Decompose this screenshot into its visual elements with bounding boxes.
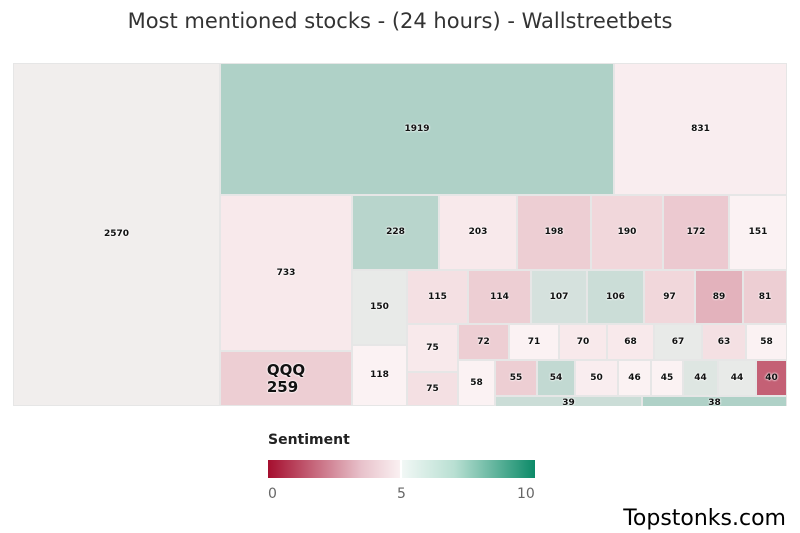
tile-label: 75 [426, 383, 439, 394]
tile-label: 115 [428, 291, 447, 302]
treemap-tile: QQQ 259 [220, 351, 352, 406]
sentiment-legend: Sentiment 0 5 10 [268, 432, 538, 512]
treemap-tile: 203 [439, 195, 517, 270]
treemap-tile: 190 [591, 195, 663, 270]
tile-label: 150 [370, 302, 389, 313]
treemap-tile: 97 [644, 270, 695, 324]
treemap-tile: 46 [618, 360, 651, 396]
tile-label: 38 [708, 398, 721, 406]
treemap-tile: 2570 [13, 63, 220, 406]
treemap-tile: 172 [663, 195, 729, 270]
tile-label: 75 [426, 342, 439, 353]
treemap-tile: 70 [559, 324, 607, 360]
treemap-tile: 107 [531, 270, 587, 324]
tile-label: 118 [370, 370, 389, 381]
tile-label: 228 [386, 227, 405, 238]
treemap-tile: 50 [575, 360, 618, 396]
treemap-tile: 44 [683, 360, 718, 396]
tile-label: 1919 [404, 123, 430, 134]
treemap-tile: 40 [756, 360, 787, 396]
treemap-tile: 118 [352, 345, 407, 406]
treemap-tile: 150 [352, 270, 407, 345]
treemap-tile: 68 [607, 324, 654, 360]
tile-label: 203 [468, 227, 488, 238]
tile-label: 58 [760, 336, 773, 347]
treemap-tile: 58 [458, 360, 495, 406]
tile-label: 97 [663, 291, 676, 302]
tile-label: 44 [730, 372, 744, 383]
treemap-tile: 45 [651, 360, 683, 396]
treemap-tile: 198 [517, 195, 591, 270]
treemap-tile: 151 [729, 195, 787, 270]
legend-title: Sentiment [268, 432, 350, 448]
treemap-tile: 54 [537, 360, 575, 396]
tile-label: QQQ 259 [266, 361, 306, 396]
tile-label: 67 [671, 336, 685, 347]
topstonks-watermark: Topstonks.com [623, 506, 786, 531]
treemap-tile: 106 [587, 270, 644, 324]
tile-label: 40 [765, 372, 778, 383]
treemap-tile: 1919 [220, 63, 614, 195]
treemap-tile: 63 [702, 324, 746, 360]
tile-label: 46 [628, 372, 641, 383]
treemap-tile: 72 [458, 324, 509, 360]
tile-label: 58 [470, 377, 483, 388]
tile-label: 81 [758, 291, 772, 302]
treemap-tile: 75 [407, 324, 458, 372]
legend-tick-mid: 5 [397, 486, 406, 502]
tile-label: 72 [477, 336, 490, 347]
tile-label: 50 [590, 372, 603, 383]
treemap-tile: 71 [509, 324, 559, 360]
legend-tick-max: 10 [517, 486, 535, 502]
treemap-tile: 89 [695, 270, 743, 324]
tile-label: 54 [549, 372, 563, 383]
tile-label: 68 [624, 336, 637, 347]
treemap-tile: 75 [407, 372, 458, 406]
treemap-tile: 831 [614, 63, 787, 195]
treemap-tile: 228 [352, 195, 439, 270]
treemap-tile: 38 [642, 396, 787, 406]
tile-label: 70 [576, 336, 590, 347]
tile-label: 45 [660, 372, 674, 383]
tile-label: 831 [691, 123, 710, 134]
treemap-tile: 115 [407, 270, 468, 324]
tile-label: 151 [748, 227, 768, 238]
treemap-tile: 114 [468, 270, 531, 324]
tile-label: 198 [544, 227, 564, 238]
tile-label: 107 [549, 291, 569, 302]
chart-title: Most mentioned stocks - (24 hours) - Wal… [127, 9, 673, 33]
tile-label: 2570 [103, 229, 130, 240]
treemap-tile: 44 [718, 360, 756, 396]
tile-label: 63 [717, 336, 731, 347]
tile-label: 106 [606, 291, 625, 302]
legend-mid-marker [400, 458, 402, 480]
tile-label: 55 [509, 372, 523, 383]
tile-label: 172 [686, 227, 706, 238]
treemap: 2570 1919 831 733 QQQ 259 228 203 198 190 172 151 1… [13, 63, 787, 406]
tile-label: 190 [617, 227, 637, 238]
tile-label: 71 [527, 336, 541, 347]
tile-label: 733 [276, 267, 296, 278]
treemap-tile: 733 [220, 195, 352, 351]
tile-label: 114 [490, 291, 509, 302]
legend-tick-min: 0 [268, 486, 277, 502]
treemap-tile: 81 [743, 270, 787, 324]
tile-label: 44 [694, 372, 707, 383]
treemap-tile: 39 [495, 396, 642, 406]
treemap-tile: 67 [654, 324, 702, 360]
tile-label: 89 [712, 291, 726, 302]
tile-label: 39 [562, 398, 575, 406]
treemap-tile: 58 [746, 324, 787, 360]
treemap-tile: 55 [495, 360, 537, 396]
